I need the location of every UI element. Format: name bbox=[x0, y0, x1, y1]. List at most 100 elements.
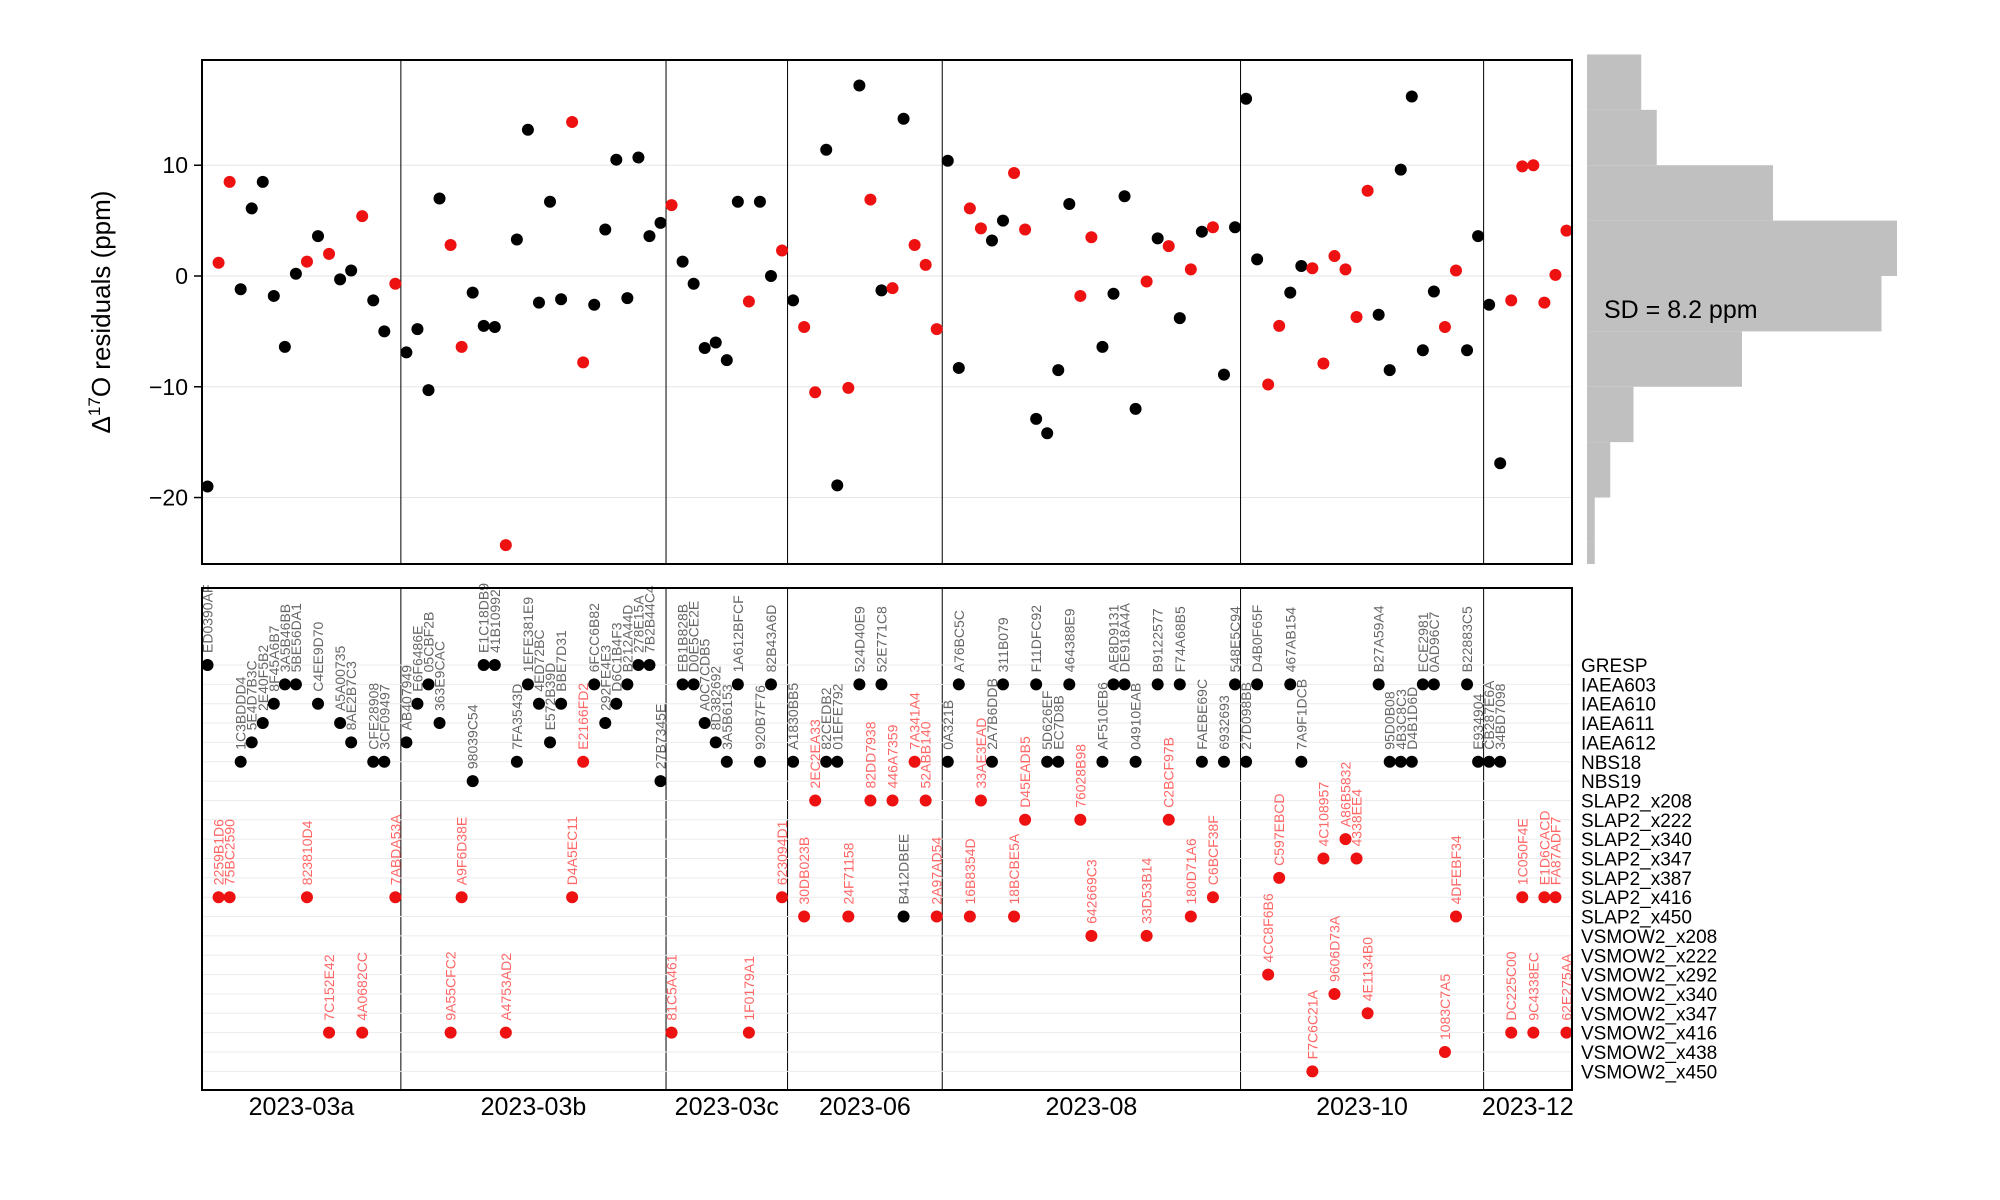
sample-id-label: 1C050F4E bbox=[1514, 818, 1530, 885]
sample-id-label: 27D098BB bbox=[1238, 682, 1254, 750]
reference-label: IAEA612 bbox=[1581, 733, 1656, 754]
reference-point bbox=[643, 659, 656, 671]
y-tick-label: 10 bbox=[162, 152, 188, 178]
reference-point bbox=[1339, 833, 1352, 846]
reference-point bbox=[599, 717, 612, 730]
sample-id-label: 0A321B bbox=[940, 700, 956, 750]
data-point bbox=[201, 480, 214, 493]
reference-point bbox=[720, 755, 733, 768]
data-point bbox=[709, 336, 722, 349]
sample-id-label: 180D71A6 bbox=[1183, 838, 1199, 904]
reference-point bbox=[742, 1026, 755, 1039]
reference-point bbox=[952, 678, 965, 691]
sample-id-label: 9A55CFC2 bbox=[443, 951, 459, 1020]
reference-point bbox=[400, 736, 413, 749]
data-point bbox=[1251, 253, 1264, 266]
reference-point bbox=[820, 755, 833, 768]
data-point bbox=[1472, 230, 1485, 243]
histogram-bar bbox=[1587, 276, 1882, 332]
sample-id-label: 05CBF2B bbox=[420, 612, 436, 673]
reference-point bbox=[1162, 813, 1175, 826]
reference-label: SLAP2_x222 bbox=[1581, 811, 1692, 832]
data-point bbox=[1085, 231, 1098, 244]
data-point bbox=[1074, 289, 1087, 302]
data-point bbox=[753, 195, 766, 208]
reference-label: VSMOW2_x416 bbox=[1581, 1024, 1717, 1045]
x-tick-label: 2023-03a bbox=[249, 1093, 355, 1121]
sample-id-label: BBE7D31 bbox=[553, 630, 569, 692]
reference-point bbox=[1505, 1026, 1518, 1039]
sample-id-label: EC7D8B bbox=[1050, 695, 1066, 749]
data-point bbox=[1516, 160, 1529, 173]
sample-id-label: 1C3BDDD4 bbox=[233, 676, 249, 749]
sample-id-label: E2166FD2 bbox=[575, 683, 591, 750]
reference-point bbox=[1427, 678, 1440, 691]
reference-point bbox=[234, 755, 247, 768]
data-point bbox=[1096, 340, 1109, 353]
reference-point bbox=[776, 891, 789, 904]
data-point bbox=[1118, 190, 1131, 203]
data-point bbox=[952, 361, 965, 374]
reference-point bbox=[1538, 891, 1551, 904]
sample-id-label: 464388E9 bbox=[1061, 608, 1077, 672]
reference-point bbox=[411, 697, 424, 710]
reference-point bbox=[974, 794, 987, 807]
sample-id-label: 62E275AA bbox=[1558, 953, 1574, 1021]
sample-id-label: C2BCF97B bbox=[1161, 737, 1177, 808]
sample-id-label: DC225C00 bbox=[1503, 951, 1519, 1020]
reference-point bbox=[499, 1026, 512, 1039]
sample-id-label: 7FA3543D bbox=[509, 684, 525, 750]
data-point bbox=[1560, 224, 1573, 237]
data-point bbox=[610, 153, 623, 166]
reference-point bbox=[864, 794, 877, 807]
histogram-bar bbox=[1587, 386, 1634, 443]
sample-id-label: 5D626EF bbox=[1039, 691, 1055, 750]
reference-label: SLAP2_x416 bbox=[1581, 888, 1692, 909]
data-point bbox=[1030, 412, 1043, 425]
data-point bbox=[1052, 364, 1065, 377]
data-point bbox=[488, 320, 501, 333]
data-point bbox=[422, 384, 435, 397]
data-point bbox=[1339, 263, 1352, 276]
data-point bbox=[1206, 221, 1219, 234]
data-point bbox=[842, 381, 855, 394]
data-point bbox=[477, 319, 490, 332]
reference-point bbox=[1118, 678, 1131, 691]
reference-point bbox=[1516, 891, 1529, 904]
data-point bbox=[433, 192, 446, 205]
sample-id-label: 1A612BFCF bbox=[730, 595, 746, 672]
data-point bbox=[1284, 286, 1297, 299]
reference-point bbox=[1251, 678, 1264, 691]
data-point bbox=[1195, 225, 1208, 238]
reference-point bbox=[1240, 755, 1253, 768]
sample-id-label: D45EADB5 bbox=[1017, 736, 1033, 808]
reference-point bbox=[1317, 852, 1330, 865]
x-tick-label: 2023-03c bbox=[675, 1093, 779, 1121]
sample-id-label: F7C6C21A bbox=[1304, 989, 1320, 1059]
histogram-bar bbox=[1587, 165, 1773, 221]
data-point bbox=[1505, 294, 1518, 307]
sample-id-label: 82DD7938 bbox=[862, 721, 878, 788]
data-point bbox=[698, 342, 711, 354]
data-point bbox=[930, 323, 943, 336]
sample-id-label: 18BCBE5A bbox=[1006, 833, 1022, 904]
sample-id-label: 4CC8F6B6 bbox=[1260, 893, 1276, 962]
sample-id-label: 3A5B46BB bbox=[277, 604, 293, 673]
reference-point bbox=[1085, 929, 1098, 942]
reference-point bbox=[1461, 678, 1474, 691]
histogram-bar bbox=[1587, 541, 1595, 564]
sample-id-label: B212A44D bbox=[619, 605, 635, 673]
sample-id-label: 2A7B6DDB bbox=[984, 678, 1000, 750]
reference-point bbox=[1229, 678, 1242, 691]
data-point bbox=[289, 267, 302, 280]
sample-id-label: A0C7CDB5 bbox=[697, 638, 713, 711]
sample-id-label: D4A5EC11 bbox=[564, 816, 580, 885]
reference-point bbox=[345, 736, 358, 749]
data-point bbox=[1350, 310, 1363, 323]
reference-point bbox=[621, 678, 634, 691]
data-point bbox=[1295, 260, 1308, 273]
data-point bbox=[787, 294, 800, 307]
sample-id-label: 6932693 bbox=[1216, 695, 1232, 750]
data-point bbox=[875, 284, 888, 297]
sample-id-label: 642669C3 bbox=[1083, 859, 1099, 924]
